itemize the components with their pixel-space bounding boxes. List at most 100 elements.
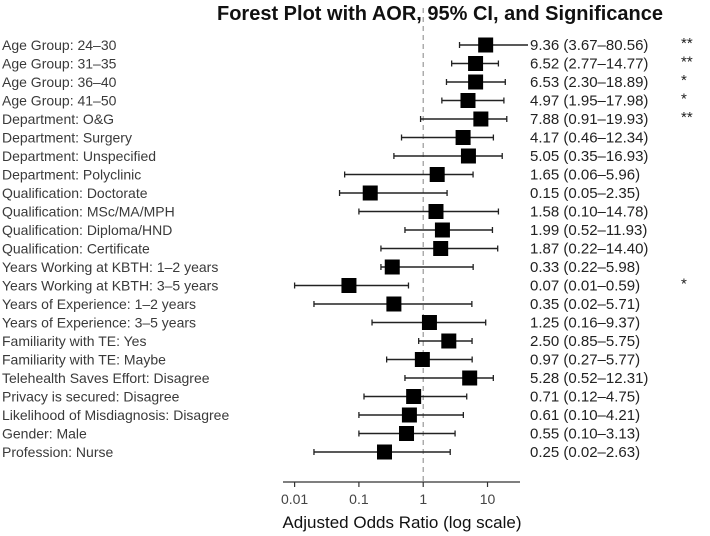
row-label: Age Group: 36–40 — [2, 74, 117, 90]
aor-ci-text: 0.15 (0.05–2.35) — [530, 185, 640, 202]
row-label: Familiarity with TE: Maybe — [2, 352, 166, 368]
aor-ci-text: 9.36 (3.67–80.56) — [530, 37, 648, 54]
forest-row: Department: Surgery 4.17 (0.46–12.34) — [2, 130, 648, 147]
forest-row: Years of Experience: 1–2 years 0.35 (0.02… — [2, 296, 640, 313]
row-label: Gender: Male — [2, 426, 87, 442]
aor-ci-text: 1.87 (0.22–14.40) — [530, 241, 648, 258]
aor-ci-text: 0.61 (0.10–4.21) — [530, 407, 640, 424]
aor-ci-text: 2.50 (0.85–5.75) — [530, 333, 640, 350]
aor-marker — [406, 389, 422, 404]
x-tick-label: 1 — [419, 491, 427, 507]
aor-ci-text: 5.28 (0.52–12.31) — [530, 370, 648, 387]
aor-marker — [473, 111, 489, 127]
aor-marker — [421, 315, 437, 330]
forest-row: Qualification: Doctorate 0.15 (0.05–2.35) — [2, 185, 640, 202]
aor-marker — [462, 370, 478, 386]
forest-row: Years of Experience: 3–5 years 1.25 (0.16… — [2, 315, 640, 332]
forest-row: Age Group: 31–35 6.52 (2.77–14.77) ** — [2, 54, 693, 73]
aor-marker — [386, 296, 402, 312]
row-label: Qualification: MSc/MA/MPH — [2, 204, 175, 220]
aor-marker — [460, 93, 476, 108]
aor-ci-text: 6.53 (2.30–18.89) — [530, 74, 648, 91]
forest-row: Qualification: Certificate 1.87 (0.22–14.… — [2, 241, 648, 258]
forest-row: Familiarity with TE: Yes 2.50 (0.85–5.75) — [2, 333, 640, 350]
forest-row: Qualification: Diploma/HND 1.99 (0.52–11.… — [2, 222, 647, 239]
aor-marker — [455, 130, 471, 145]
row-label: Department: Polyclinic — [2, 167, 141, 183]
aor-marker — [468, 74, 484, 90]
aor-marker — [401, 407, 417, 423]
row-label: Qualification: Certificate — [2, 241, 150, 257]
aor-marker — [441, 333, 457, 349]
aor-marker — [362, 185, 378, 201]
aor-ci-text: 5.05 (0.35–16.93) — [530, 148, 648, 165]
x-tick-label: 0.1 — [349, 491, 369, 507]
aor-ci-text: 1.58 (0.10–14.78) — [530, 204, 648, 221]
row-label: Telehealth Saves Effort: Disagree — [2, 370, 210, 386]
row-label: Qualification: Doctorate — [2, 185, 148, 201]
row-label: Department: O&G — [2, 111, 114, 127]
row-label: Department: Unspecified — [2, 148, 156, 164]
forest-row: Privacy is secured: Disagree 0.71 (0.12–4… — [2, 389, 640, 406]
significance-marker: ** — [681, 109, 693, 126]
significance-marker: ** — [681, 54, 693, 71]
aor-marker — [376, 444, 392, 460]
aor-ci-text: 0.71 (0.12–4.75) — [530, 389, 640, 406]
row-label: Years Working at KBTH: 1–2 years — [2, 259, 218, 275]
aor-marker — [460, 148, 476, 164]
forest-row: Familiarity with TE: Maybe 0.97 (0.27–5.7… — [2, 352, 640, 369]
aor-marker — [384, 259, 400, 275]
aor-marker — [433, 241, 449, 256]
row-label: Age Group: 31–35 — [2, 56, 117, 72]
aor-ci-text: 1.65 (0.06–5.96) — [530, 167, 640, 184]
aor-ci-text: 0.25 (0.02–2.63) — [530, 444, 640, 461]
forest-row: Age Group: 41–50 4.97 (1.95–17.98) * — [2, 91, 687, 110]
forest-row: Qualification: MSc/MA/MPH 1.58 (0.10–14.7… — [2, 204, 648, 221]
aor-marker — [434, 222, 450, 238]
row-label: Profession: Nurse — [2, 444, 113, 460]
row-label: Qualification: Diploma/HND — [2, 222, 172, 238]
forest-row: Telehealth Saves Effort: Disagree 5.28 (0… — [2, 370, 648, 387]
forest-row: Profession: Nurse 0.25 (0.02–2.63) — [2, 444, 640, 461]
forest-row: Years Working at KBTH: 1–2 years 0.33 (0.… — [2, 259, 640, 276]
row-label: Years of Experience: 3–5 years — [2, 315, 196, 331]
aor-ci-text: 0.33 (0.22–5.98) — [530, 259, 640, 276]
row-label: Years of Experience: 1–2 years — [2, 296, 196, 312]
aor-marker — [468, 56, 484, 71]
aor-ci-text: 0.07 (0.01–0.59) — [530, 278, 640, 295]
aor-marker — [429, 167, 445, 182]
row-label: Age Group: 41–50 — [2, 93, 117, 109]
aor-ci-text: 4.17 (0.46–12.34) — [530, 130, 648, 147]
x-tick-label: 0.01 — [281, 491, 308, 507]
aor-marker — [341, 278, 357, 293]
x-axis-label: Adjusted Odds Ratio (log scale) — [282, 513, 521, 532]
row-label: Department: Surgery — [2, 130, 132, 146]
row-label: Age Group: 24–30 — [2, 37, 117, 53]
forest-row: Age Group: 36–40 6.53 (2.30–18.89) * — [2, 72, 687, 91]
aor-ci-text: 1.25 (0.16–9.37) — [530, 315, 640, 332]
aor-ci-text: 4.97 (1.95–17.98) — [530, 93, 648, 110]
row-label: Familiarity with TE: Yes — [2, 333, 146, 349]
significance-marker: ** — [681, 35, 693, 52]
chart-title: Forest Plot with AOR, 95% CI, and Signif… — [217, 3, 663, 25]
forest-row: Department: Unspecified 5.05 (0.35–16.93) — [2, 148, 648, 165]
forest-row: Years Working at KBTH: 3–5 years 0.07 (0.… — [2, 276, 687, 295]
aor-ci-text: 0.97 (0.27–5.77) — [530, 352, 640, 369]
significance-marker: * — [681, 72, 687, 89]
row-label: Likelihood of Misdiagnosis: Disagree — [2, 407, 229, 423]
aor-ci-text: 7.88 (0.91–19.93) — [530, 111, 648, 128]
aor-marker — [428, 204, 444, 219]
aor-marker — [478, 37, 494, 53]
aor-marker — [414, 352, 430, 367]
row-label: Years Working at KBTH: 3–5 years — [2, 278, 218, 294]
x-tick-label: 10 — [480, 491, 496, 507]
aor-marker — [399, 426, 415, 441]
significance-marker: * — [681, 91, 687, 108]
aor-ci-text: 1.99 (0.52–11.93) — [530, 222, 647, 239]
aor-ci-text: 0.35 (0.02–5.71) — [530, 296, 640, 313]
forest-row: Department: Polyclinic 1.65 (0.06–5.96) — [2, 167, 640, 184]
aor-ci-text: 6.52 (2.77–14.77) — [530, 56, 648, 73]
forest-row: Age Group: 24–30 9.36 (3.67–80.56) ** — [2, 35, 693, 54]
forest-row: Gender: Male 0.55 (0.10–3.13) — [2, 426, 640, 443]
